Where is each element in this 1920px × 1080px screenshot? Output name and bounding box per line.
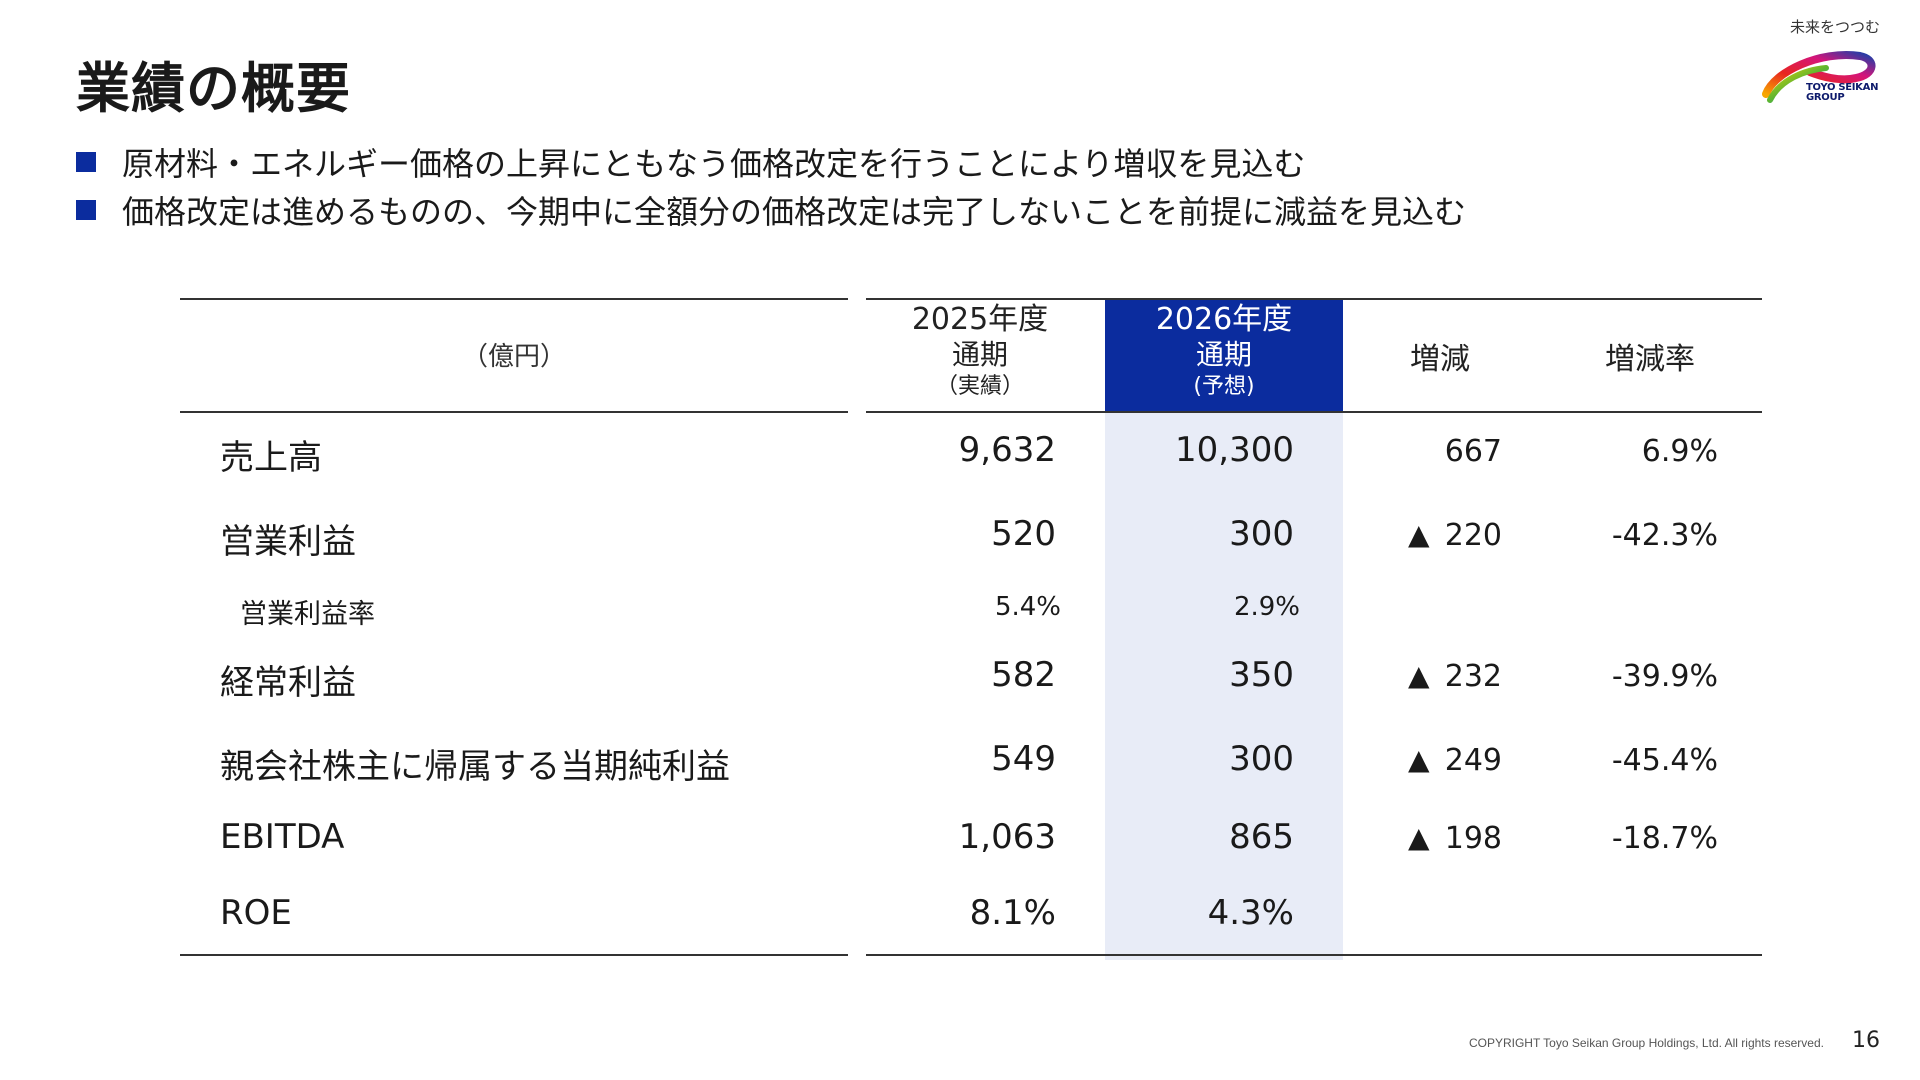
column-header-rate: 増減率	[1605, 342, 1695, 377]
table-top-rule	[180, 298, 848, 300]
value-2026: 2.9%	[1233, 592, 1300, 622]
table-bottom-rule	[866, 954, 1762, 956]
row-label-sub: 営業利益率	[240, 599, 375, 630]
summary-bullets: 原材料・エネルギー価格の上昇にともなう価格改定を行うことにより増収を見込む 価格…	[76, 138, 1466, 234]
value-2026: 350	[1229, 655, 1294, 695]
company-logo: 未来をつつむ TOYO SEIKAN GROUP	[1760, 14, 1880, 110]
row-label: 親会社株主に帰属する当期純利益	[220, 747, 730, 787]
column-header-2025: 2025年度 通期 （実績）	[911, 302, 1049, 399]
logo-swirl-icon	[1762, 51, 1876, 103]
table-header-rule	[180, 411, 848, 413]
unit-label: （億円）	[461, 342, 566, 372]
decrease-triangle-icon: ▲	[1408, 518, 1430, 551]
table-header-rule	[866, 411, 1762, 413]
forecast-header-highlight	[1105, 300, 1343, 412]
value-2025: 1,063	[958, 817, 1056, 857]
value-2026: 865	[1229, 817, 1294, 857]
value-diff: 198	[1444, 821, 1502, 856]
decrease-triangle-icon: ▲	[1408, 659, 1430, 692]
value-rate: -18.7%	[1611, 821, 1718, 856]
value-diff: 232	[1444, 659, 1502, 694]
decrease-triangle-icon: ▲	[1408, 821, 1430, 854]
row-label: 営業利益	[220, 522, 356, 562]
table-top-rule	[866, 298, 1762, 300]
bullet-square-icon	[76, 200, 96, 220]
bullet-text: 原材料・エネルギー価格の上昇にともなう価格改定を行うことにより増収を見込む	[122, 145, 1306, 183]
forecast-column-highlight	[1105, 413, 1343, 960]
row-label: 経常利益	[220, 663, 356, 703]
bullet-text: 価格改定は進めるものの、今期中に全額分の価格改定は完了しないことを前提に減益を見…	[122, 193, 1467, 231]
value-2025: 520	[991, 514, 1056, 554]
value-2025: 8.1%	[969, 893, 1056, 933]
bullet-item: 原材料・エネルギー価格の上昇にともなう価格改定を行うことにより増収を見込む	[76, 138, 1466, 186]
bullet-square-icon	[76, 152, 96, 172]
table-bottom-rule	[180, 954, 848, 956]
value-diff: 220	[1444, 518, 1502, 553]
row-label: 売上高	[220, 438, 322, 478]
value-rate: -42.3%	[1611, 518, 1718, 553]
value-rate: -39.9%	[1611, 659, 1718, 694]
value-rate: 6.9%	[1641, 434, 1718, 469]
column-header-2026: 2026年度 通期 (予想)	[1155, 302, 1293, 399]
row-label: ROE	[220, 893, 292, 933]
copyright-text: COPYRIGHT Toyo Seikan Group Holdings, Lt…	[1468, 1036, 1824, 1050]
value-2026: 300	[1229, 739, 1294, 779]
value-2026: 4.3%	[1207, 893, 1294, 933]
value-2026: 300	[1229, 514, 1294, 554]
value-diff: 249	[1444, 743, 1502, 778]
value-diff: 667	[1444, 434, 1502, 469]
value-2026: 10,300	[1175, 430, 1294, 470]
value-2025: 5.4%	[994, 592, 1061, 622]
logo-brand-text: TOYO SEIKAN GROUP	[1806, 82, 1879, 103]
value-2025: 582	[991, 655, 1056, 695]
column-header-diff: 増減	[1410, 342, 1470, 377]
value-2025: 549	[991, 739, 1056, 779]
value-2025: 9,632	[958, 430, 1056, 470]
bullet-item: 価格改定は進めるものの、今期中に全額分の価格改定は完了しないことを前提に減益を見…	[76, 186, 1466, 234]
page-number: 16	[1852, 1028, 1880, 1053]
row-label: EBITDA	[220, 817, 345, 857]
page-title: 業績の概要	[76, 57, 351, 120]
logo-tagline: 未来をつつむ	[1789, 18, 1880, 36]
decrease-triangle-icon: ▲	[1408, 743, 1430, 776]
value-rate: -45.4%	[1611, 743, 1718, 778]
